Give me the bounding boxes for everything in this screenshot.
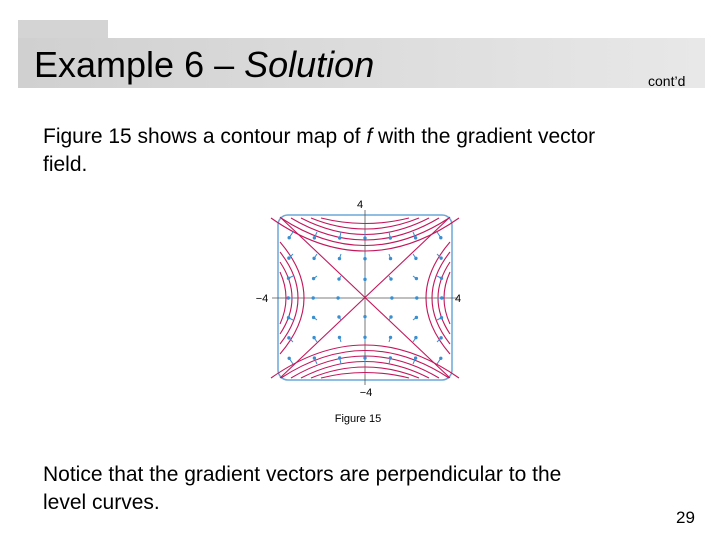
arrow — [363, 335, 367, 339]
arrow — [388, 356, 393, 360]
arrow — [388, 256, 393, 261]
arrow — [414, 315, 419, 320]
arrow — [311, 276, 316, 281]
intro: Figure 15 shows a contour map of f with … — [43, 123, 595, 179]
intro-italic: f — [366, 125, 373, 148]
arrow — [414, 335, 418, 340]
notice-text: Notice that the gradient vectors are per… — [43, 463, 562, 486]
arrow — [415, 296, 419, 300]
arrow — [389, 315, 393, 319]
arrow — [439, 356, 443, 360]
arrow — [337, 277, 341, 281]
notice-text: level curves. — [43, 491, 160, 514]
arrow — [337, 315, 341, 319]
arrow — [439, 256, 443, 260]
arrow — [312, 236, 317, 240]
arrow — [312, 335, 316, 340]
intro-text: field. — [43, 153, 88, 176]
continued: cont’d — [648, 73, 686, 89]
contour — [310, 366, 420, 379]
contour — [431, 251, 451, 345]
title-text: Example 6 – — [34, 44, 245, 85]
arrow — [414, 256, 418, 261]
arrow — [287, 236, 291, 240]
arrow — [286, 316, 291, 320]
contour — [443, 271, 451, 325]
arrow — [287, 336, 291, 340]
arrow — [312, 256, 316, 261]
contour — [310, 217, 420, 230]
arrow — [363, 277, 367, 282]
arrow — [414, 276, 419, 281]
contour — [270, 217, 460, 252]
arrow — [440, 296, 444, 300]
axis-label: 4 — [357, 199, 363, 211]
arrow — [413, 356, 418, 360]
contour — [290, 355, 440, 379]
arrow — [286, 296, 290, 300]
intro-text: Figure 15 shows a contour map of — [43, 125, 367, 148]
contour — [425, 241, 451, 355]
arrow — [337, 236, 342, 240]
vector-field — [286, 231, 444, 365]
arrow — [439, 236, 443, 240]
arrow — [439, 316, 444, 320]
arrow — [363, 356, 367, 360]
arrow — [337, 356, 342, 360]
title: Example 6 – Solution — [34, 44, 374, 86]
arrow — [311, 296, 315, 300]
arrow — [363, 236, 367, 240]
contour — [280, 349, 450, 379]
contour — [320, 371, 410, 379]
contour — [320, 217, 410, 225]
arrow — [337, 256, 342, 261]
arrow — [312, 356, 317, 360]
contour — [279, 241, 305, 355]
axis-label: −4 — [360, 387, 373, 399]
notice: Notice that the gradient vectors are per… — [43, 461, 561, 517]
arrow — [413, 236, 418, 240]
arrow — [311, 315, 316, 320]
intro-text: with the gradient vector — [372, 125, 596, 148]
arrow — [390, 296, 394, 300]
contour — [270, 344, 460, 379]
arrow — [337, 335, 342, 340]
title-italic: Solution — [244, 44, 375, 85]
axis-label: −4 — [256, 293, 269, 305]
contour — [280, 217, 450, 247]
arrow — [363, 314, 367, 319]
arrow — [388, 335, 393, 340]
contour — [290, 217, 440, 241]
arrow — [388, 236, 393, 240]
arrow — [439, 336, 443, 340]
axis-label: 4 — [455, 293, 461, 305]
arrow — [286, 276, 291, 280]
arrow — [287, 356, 291, 360]
header-band — [18, 38, 705, 88]
arrow — [363, 257, 367, 261]
caption: Figure 15 — [335, 413, 381, 425]
arrow — [439, 276, 444, 280]
arrow — [336, 296, 340, 300]
page-number: 29 — [676, 508, 695, 527]
contour — [279, 251, 299, 345]
arrow — [287, 256, 291, 260]
arrow — [389, 277, 393, 281]
contour — [279, 271, 287, 325]
